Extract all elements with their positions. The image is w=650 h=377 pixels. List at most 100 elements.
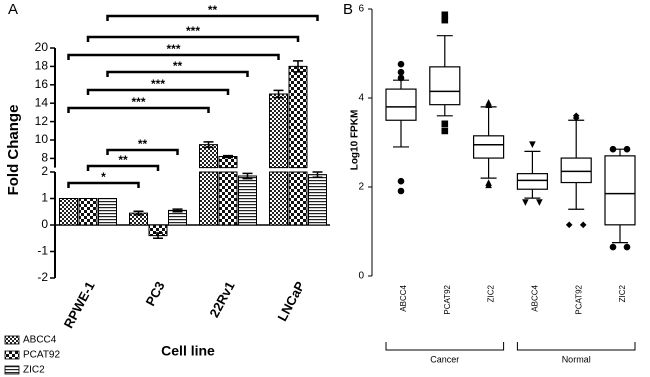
error-bar: [223, 154, 233, 159]
x-tick-label: PCAT92: [574, 284, 583, 314]
legend-swatch: [4, 365, 20, 375]
outlier: [397, 187, 405, 195]
significance-label: **: [118, 153, 128, 167]
y-tick-label: 2: [358, 182, 364, 193]
y-tick-label: 0: [358, 271, 364, 282]
whisker: [393, 120, 409, 148]
bar: [238, 175, 257, 226]
whisker: [524, 189, 541, 199]
error-bar: [153, 232, 163, 239]
significance-bracket: [106, 14, 319, 21]
whisker: [524, 150, 541, 174]
bar: [288, 65, 308, 226]
whisker: [612, 224, 628, 244]
box: [473, 135, 505, 159]
bar: [98, 198, 117, 226]
group-label: Cancer: [430, 354, 459, 364]
outlier: [536, 199, 543, 206]
group-bracket: [516, 342, 636, 351]
group-bracket: [385, 342, 505, 351]
x-tick-label: ZIC2: [618, 284, 627, 302]
x-tick-label: PC3: [143, 279, 168, 308]
legend-swatch: [4, 335, 20, 345]
whisker: [480, 106, 497, 136]
error-bar: [203, 141, 214, 149]
significance-bracket: [106, 148, 179, 155]
y-tick-label: 10: [35, 132, 49, 146]
significance-label: ***: [166, 42, 180, 56]
error-bar: [312, 171, 323, 179]
error-bar: [133, 210, 144, 216]
significance-label: **: [138, 137, 148, 151]
box: [516, 173, 549, 190]
x-tick-label: PCAT92: [443, 284, 452, 314]
whisker: [480, 158, 497, 179]
whisker: [568, 182, 585, 210]
outlier: [397, 60, 405, 68]
error-bar: [273, 89, 284, 99]
significance-label: ***: [131, 95, 145, 109]
x-tick-label: 22Rv1: [206, 279, 237, 320]
y-tick-label: 20: [35, 40, 49, 54]
bar: [59, 198, 78, 226]
error-bar: [293, 60, 303, 73]
significance-label: **: [208, 3, 218, 17]
outlier: [609, 145, 617, 153]
bar: [218, 156, 238, 226]
legend-swatch: [4, 350, 20, 360]
significance-label: *: [101, 170, 106, 184]
y-tick-label: 6: [358, 4, 364, 15]
significance-bracket: [106, 70, 249, 77]
group-label: Normal: [562, 354, 591, 364]
y-tick-label: 1: [41, 191, 48, 205]
x-tick-label: LNCaP: [274, 279, 307, 324]
y-tick-label: 16: [35, 77, 49, 91]
legend-label: ABCC4: [23, 335, 57, 346]
legend-label: PCAT92: [23, 350, 60, 361]
outlier: [397, 177, 405, 185]
significance-bracket: [67, 53, 280, 60]
outlier: [522, 199, 529, 206]
outlier: [397, 74, 405, 82]
bar: [199, 144, 218, 226]
outlier: [485, 101, 492, 108]
outlier: [565, 221, 573, 229]
y-tick-label: 12: [35, 114, 49, 128]
outlier: [441, 11, 449, 19]
significance-label: **: [173, 59, 183, 73]
x-tick-label: ABCC4: [531, 284, 540, 311]
y-tick-label: 0: [41, 217, 48, 231]
bar: [269, 93, 288, 226]
box: [560, 157, 592, 184]
outlier: [441, 120, 449, 128]
outlier: [609, 243, 617, 251]
whisker: [393, 79, 409, 90]
bar: [78, 198, 98, 226]
y-tick-label: -1: [37, 244, 48, 258]
y-tick-label: 2: [41, 164, 48, 178]
whisker: [436, 35, 453, 67]
y-tick-label: 8: [41, 151, 48, 165]
x-tick-label: ABCC4: [399, 284, 408, 311]
y-axis-title: Log10 FPKM: [350, 110, 361, 171]
whisker: [568, 119, 585, 159]
box: [429, 66, 461, 106]
outlier: [529, 141, 536, 149]
significance-bracket: [86, 88, 230, 95]
box: [385, 88, 417, 121]
significance-bracket: [67, 106, 210, 113]
outlier: [441, 127, 449, 135]
y-tick-label: 18: [35, 59, 49, 73]
legend-label: ZIC2: [23, 365, 45, 376]
outlier: [485, 181, 492, 189]
x-tick-label: RPWE-1: [61, 279, 98, 331]
outlier: [441, 16, 449, 24]
x-axis-title: Cell line: [161, 343, 215, 359]
bar: [308, 174, 327, 226]
y-tick-label: 14: [35, 95, 49, 109]
whisker: [436, 104, 453, 117]
box: [604, 155, 636, 226]
significance-label: ***: [151, 77, 165, 91]
outlier: [572, 114, 580, 122]
